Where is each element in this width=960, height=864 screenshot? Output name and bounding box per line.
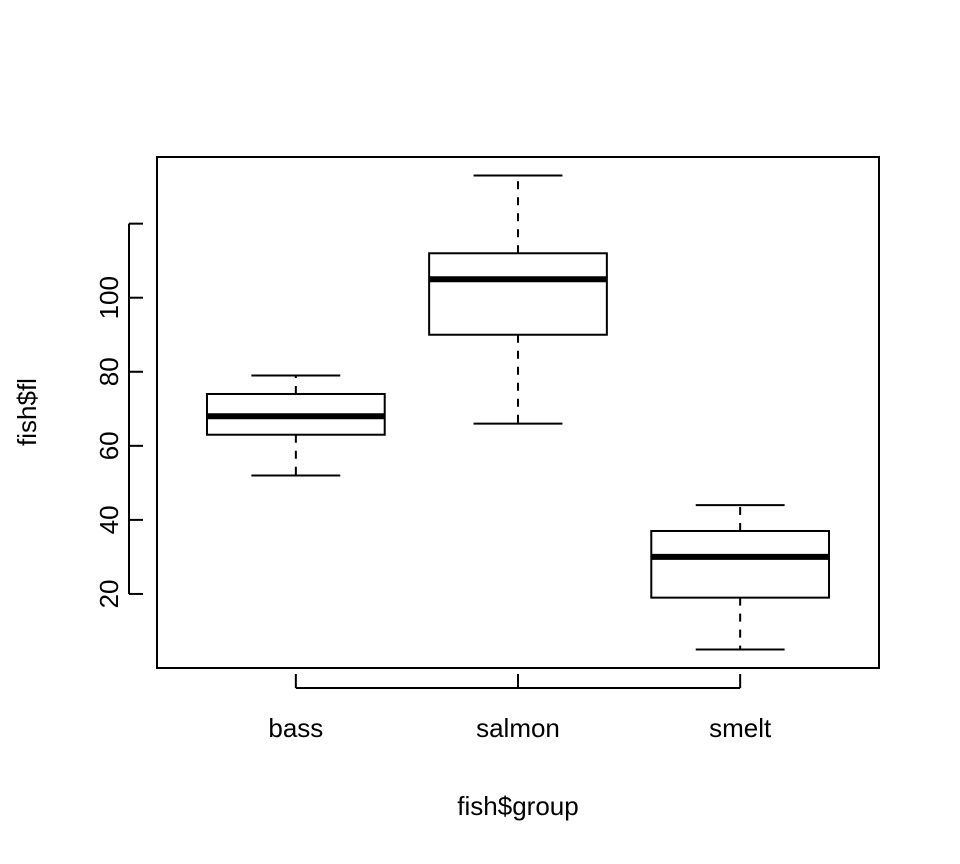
y-axis: 20 40 60 80 100 bbox=[94, 222, 143, 608]
boxes-layer bbox=[205, 174, 831, 651]
box-bass bbox=[205, 374, 386, 477]
box-salmon bbox=[428, 174, 608, 425]
y-tick-label: 40 bbox=[94, 505, 124, 534]
x-axis: bass salmon smelt bbox=[268, 674, 772, 743]
y-tick-label: 60 bbox=[94, 431, 124, 460]
y-tick-label: 20 bbox=[94, 579, 124, 608]
box-smelt bbox=[650, 504, 831, 651]
y-axis-title: fish$fl bbox=[12, 378, 42, 446]
y-tick-label: 80 bbox=[94, 357, 124, 386]
plot-frame bbox=[156, 156, 880, 669]
iqr-box bbox=[650, 529, 831, 599]
x-tick-label: smelt bbox=[709, 713, 772, 743]
x-axis-title: fish$group bbox=[457, 791, 578, 821]
x-tick-label: bass bbox=[268, 713, 323, 743]
x-tick-label: salmon bbox=[476, 713, 560, 743]
iqr-box bbox=[428, 252, 608, 336]
y-tick-label: 100 bbox=[94, 276, 124, 319]
